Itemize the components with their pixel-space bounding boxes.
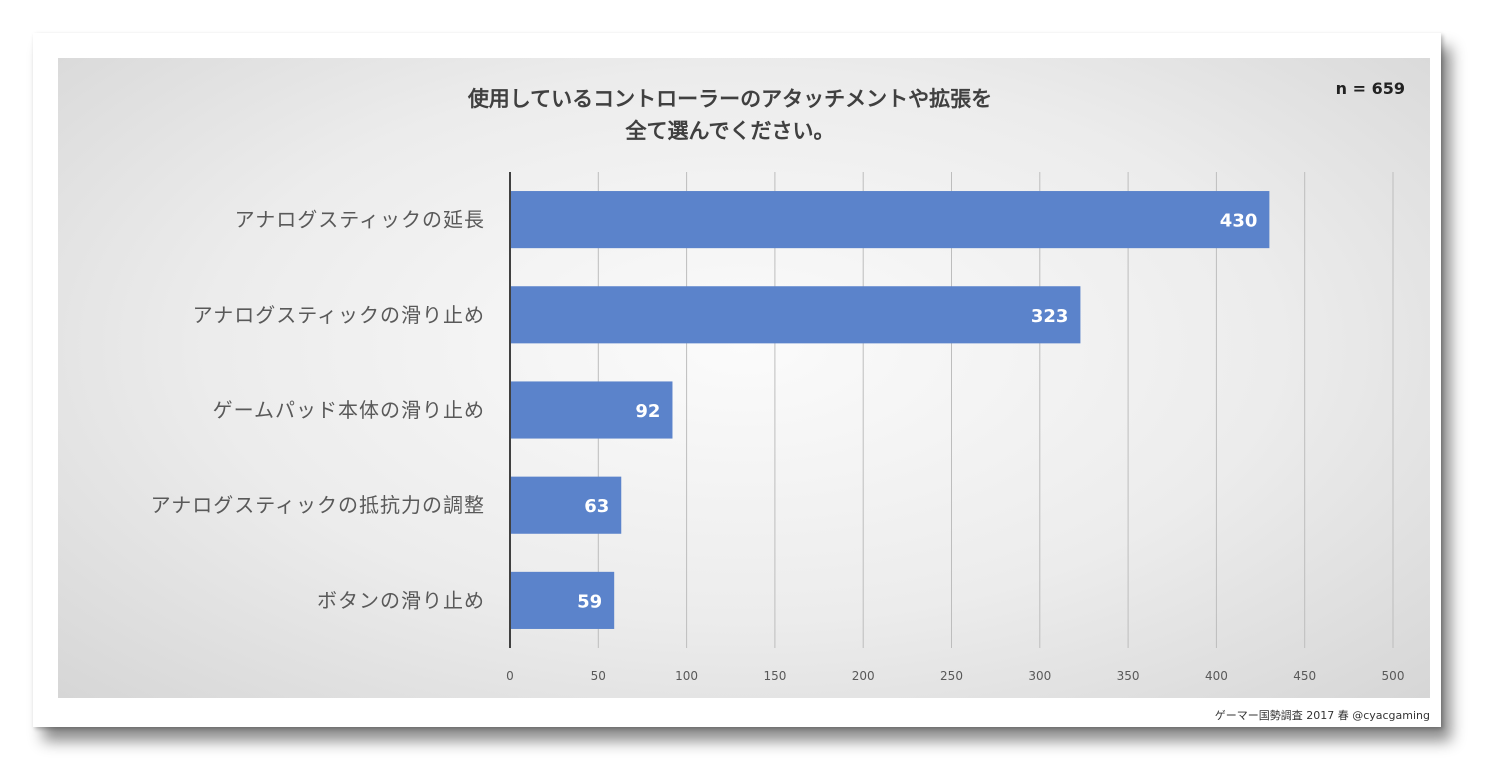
category-label: アナログスティックの延長: [235, 208, 485, 232]
bar: [510, 191, 1270, 249]
x-tick-label: 450: [1293, 669, 1316, 683]
gridlines: [597, 172, 1394, 648]
data-label: 430: [1220, 211, 1258, 232]
bars: [510, 191, 1270, 629]
x-tick-label: 250: [940, 669, 963, 683]
bar: [510, 381, 673, 439]
sample-size-label: n = 659: [1336, 79, 1405, 98]
source-credit: ゲーマー国勢調査 2017 春 @cyacgaming: [1215, 708, 1430, 722]
bar: [510, 571, 615, 629]
x-tick-label: 400: [1205, 669, 1228, 683]
data-label: 63: [584, 496, 609, 517]
x-tick-label: 0: [506, 669, 514, 683]
bar: [510, 476, 622, 534]
x-tick-label: 200: [852, 669, 875, 683]
category-label: ボタンの滑り止め: [317, 588, 485, 612]
x-tick-label: 150: [763, 669, 786, 683]
x-tick-label: 50: [591, 669, 606, 683]
category-label: アナログスティックの滑り止め: [193, 303, 485, 327]
data-label: 323: [1031, 306, 1069, 327]
category-label: ゲームパッド本体の滑り止め: [213, 398, 485, 422]
chart-title-line-1: 使用しているコントローラーのアタッチメントや拡張を: [467, 87, 992, 111]
labels: 0 50 100 150 200 250 300 350 400 450 500 アナログスティックの…: [151, 208, 1405, 683]
x-tick-label: 350: [1117, 669, 1140, 683]
x-tick-label: 500: [1382, 669, 1405, 683]
category-label: アナログスティックの抵抗力の調整: [151, 493, 485, 517]
bar: [510, 286, 1081, 344]
x-tick-label: 100: [675, 669, 698, 683]
data-label: 59: [577, 591, 602, 612]
chart-panel: [58, 58, 1430, 698]
data-label: 92: [635, 401, 660, 422]
x-tick-label: 300: [1028, 669, 1051, 683]
chart-title-line-2: 全て選んでください。: [625, 119, 835, 143]
